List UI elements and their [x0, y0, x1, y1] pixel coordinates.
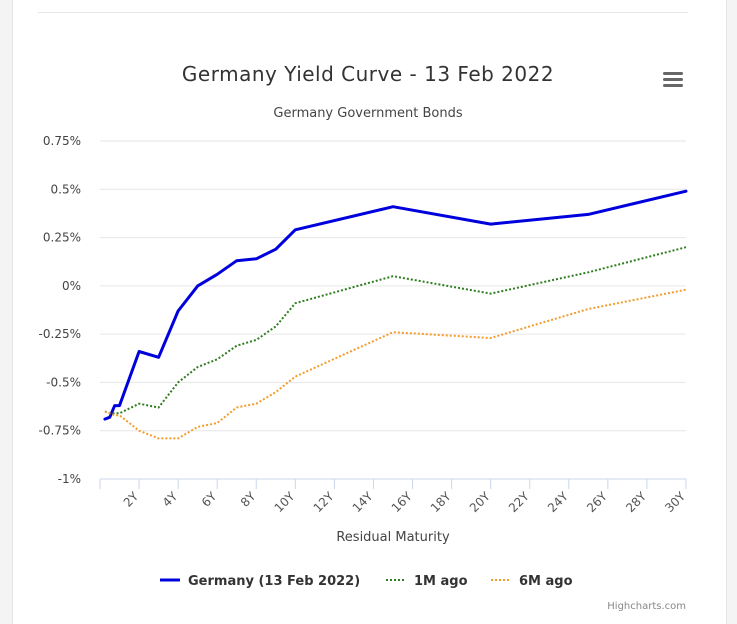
x-axis-title: Residual Maturity — [336, 530, 450, 545]
y-axis-labels: 0.75% 0.5% 0.25% 0% -0.25% -0.5% -0.75% -1% — [39, 134, 81, 486]
highcharts-credit[interactable]: Highcharts.com — [607, 601, 686, 612]
legend: Germany (13 Feb 2022) 1M ago 6M ago — [160, 574, 573, 589]
series-line-3[interactable] — [104, 288, 687, 440]
legend-label: 6M ago — [519, 574, 573, 589]
legend-item-2[interactable]: 1M ago — [386, 574, 468, 589]
x-tick-label: 16Y — [389, 489, 415, 515]
x-tick-label: 14Y — [350, 489, 376, 515]
x-tick-label: 2Y — [121, 489, 142, 510]
hamburger-menu-icon[interactable] — [660, 68, 686, 92]
y-tick-label: -0.5% — [46, 375, 81, 389]
x-tick-label: 30Y — [662, 489, 688, 515]
y-tick-label: 0% — [62, 279, 81, 293]
x-tick-label: 20Y — [467, 489, 493, 515]
card-divider — [38, 12, 688, 13]
x-tick-label: 12Y — [311, 489, 337, 515]
y-tick-label: -0.25% — [39, 327, 81, 341]
y-tick-label: 0.25% — [43, 231, 81, 245]
chart-card — [12, 0, 727, 624]
x-tick-label: 26Y — [584, 489, 610, 515]
x-tick-label: 18Y — [428, 489, 454, 515]
y-tick-label: -0.75% — [39, 424, 81, 438]
x-tick-label: 10Y — [272, 489, 298, 515]
y-tick-label: 0.5% — [51, 182, 82, 196]
series-lines — [103, 189, 688, 440]
series-line-2[interactable] — [104, 246, 687, 415]
x-tick-label: 8Y — [238, 489, 259, 510]
chart-title: Germany Yield Curve - 13 Feb 2022 — [182, 62, 554, 86]
x-tick-label: 4Y — [160, 489, 181, 510]
x-tick-label: 28Y — [623, 489, 649, 515]
legend-label: Germany (13 Feb 2022) — [188, 574, 360, 589]
grid-lines — [100, 140, 686, 432]
x-tick-label: 24Y — [545, 489, 571, 515]
legend-label: 1M ago — [414, 574, 468, 589]
series-line-1[interactable] — [103, 189, 688, 421]
chart-subtitle: Germany Government Bonds — [273, 106, 462, 121]
x-tick-label: 6Y — [199, 489, 220, 510]
legend-item-1[interactable]: Germany (13 Feb 2022) — [160, 574, 360, 589]
x-axis — [99, 478, 687, 489]
x-axis-labels: 2Y 4Y 6Y 8Y 10Y 12Y 14Y 16Y 18Y 20Y 22Y 24Y 26Y 28Y 30… — [121, 489, 689, 515]
x-tick-label: 22Y — [506, 489, 532, 515]
y-tick-label: -1% — [58, 472, 81, 486]
legend-item-3[interactable]: 6M ago — [491, 574, 573, 589]
y-tick-label: 0.75% — [43, 134, 81, 148]
